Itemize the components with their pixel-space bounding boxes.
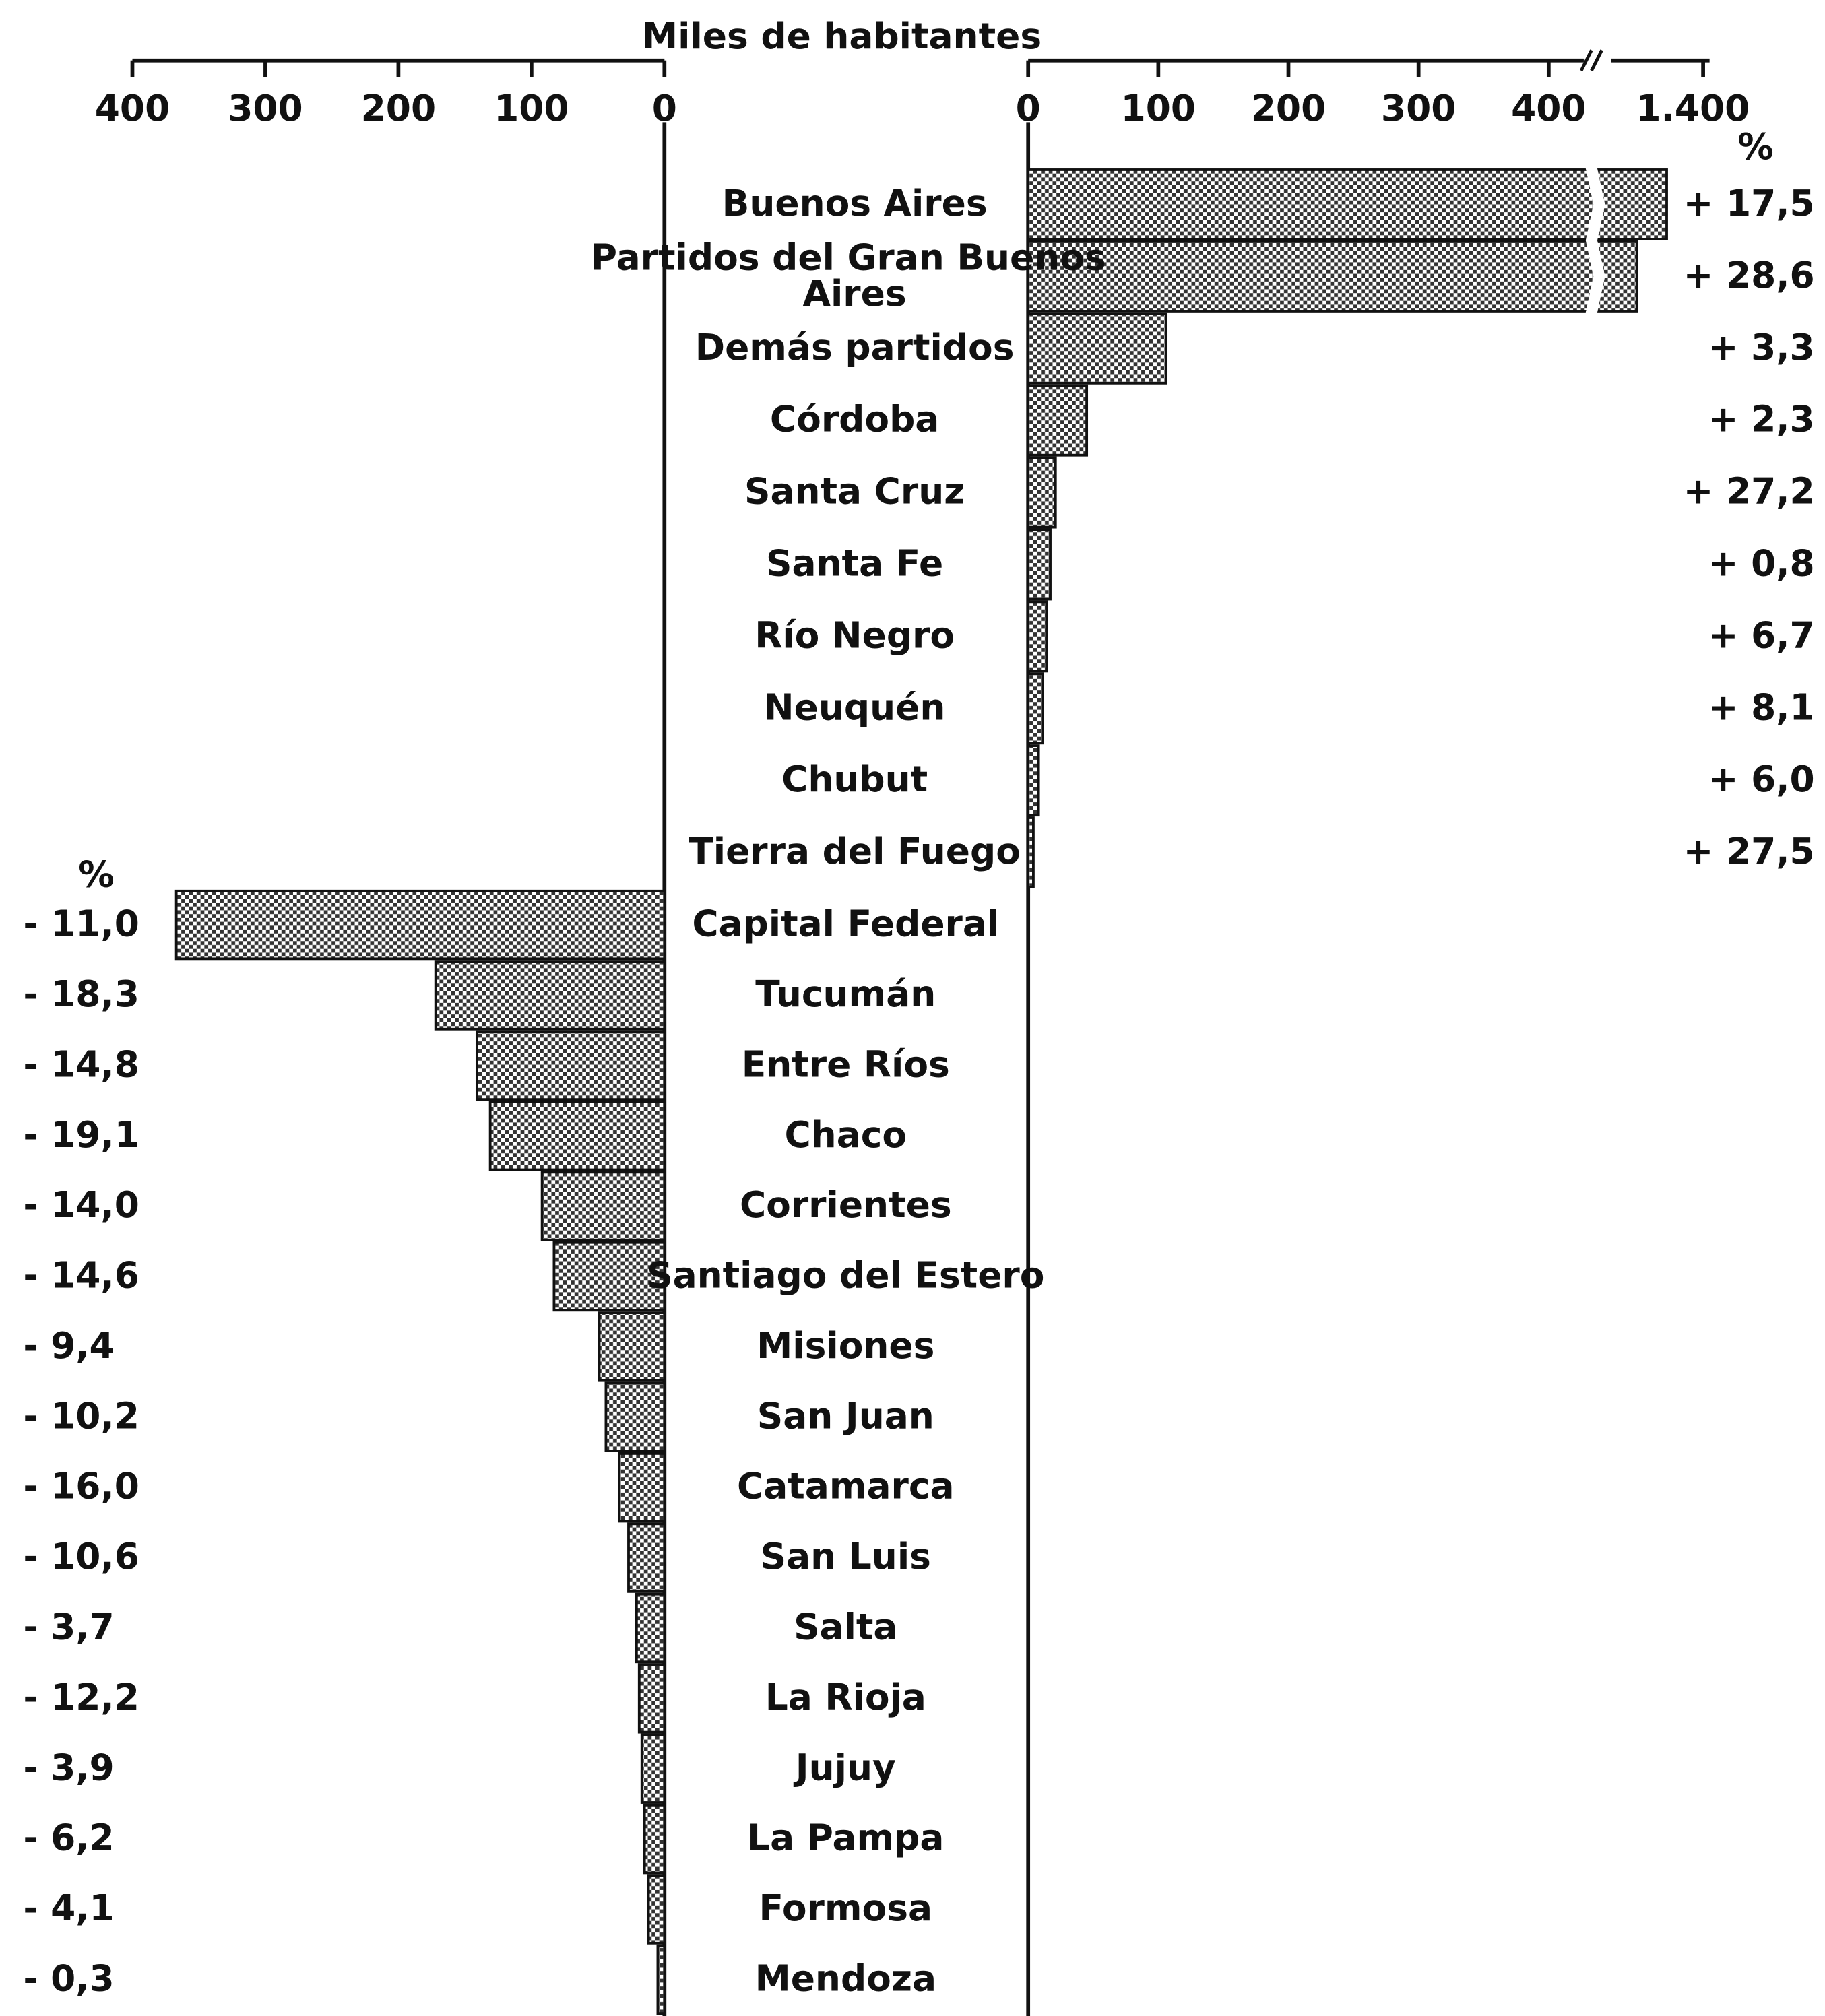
category-label: Río Negro: [755, 614, 955, 656]
category-label: Mendoza: [755, 1957, 936, 1999]
percent-label: - 3,9: [23, 1746, 114, 1788]
category-label: Santa Fe: [766, 542, 943, 585]
percent-label: + 17,5: [1684, 182, 1815, 224]
bar: [1027, 240, 1638, 313]
bar: [174, 889, 666, 961]
bar: [1027, 600, 1048, 673]
percent-label: - 10,6: [23, 1535, 139, 1578]
category-label: Demás partidos: [695, 326, 1015, 368]
category-label: Buenos Aires: [722, 182, 988, 224]
percent-label: + 0,8: [1708, 542, 1815, 585]
category-label: San Juan: [757, 1394, 934, 1437]
percent-label: - 14,6: [23, 1254, 139, 1297]
percent-label: - 16,0: [23, 1465, 139, 1507]
category-label: Tucumán: [755, 973, 936, 1015]
category-label: Capital Federal: [692, 903, 999, 945]
axis-break: [1579, 49, 1603, 72]
bar: [1027, 384, 1089, 457]
percent-label: + 6,7: [1708, 614, 1815, 656]
bar: [604, 1381, 666, 1452]
x-tick-label: 100: [494, 87, 569, 129]
percent-label: - 11,0: [23, 903, 139, 945]
bar: [552, 1241, 666, 1312]
percent-label: - 18,3: [23, 973, 139, 1015]
bar: [643, 1803, 666, 1875]
bar: [637, 1663, 666, 1734]
percent-label: - 6,2: [23, 1817, 114, 1859]
category-label: Partidos del Gran Buenos Aires: [591, 236, 1118, 314]
bar: [1027, 456, 1057, 529]
bar: [1027, 168, 1668, 240]
x-tick-label: 400: [95, 87, 170, 129]
percent-header: %: [1737, 125, 1774, 168]
bar: [540, 1171, 666, 1241]
percent-label: + 27,2: [1684, 470, 1815, 513]
bar: [640, 1733, 666, 1804]
bar: [1027, 744, 1040, 817]
bar: [656, 1944, 666, 2015]
bar: [1027, 816, 1035, 888]
category-label: Córdoba: [770, 398, 939, 441]
x-tick-label: 300: [228, 87, 302, 129]
category-label: Neuquén: [764, 686, 945, 728]
bar: [647, 1874, 666, 1945]
category-label: Entre Ríos: [742, 1043, 950, 1085]
category-label: La Pampa: [747, 1817, 944, 1859]
category-label: Misiones: [757, 1324, 934, 1367]
axis-title: Miles de habitantes: [642, 15, 1042, 57]
bar: [598, 1311, 666, 1382]
percent-label: + 3,3: [1708, 326, 1815, 368]
bar: [635, 1592, 666, 1664]
percent-label: + 27,5: [1684, 830, 1815, 872]
bar: [488, 1101, 666, 1171]
percent-label: - 14,8: [23, 1043, 139, 1085]
percent-label: - 14,0: [23, 1183, 139, 1226]
percent-label: - 4,1: [23, 1887, 114, 1929]
category-label: Chaco: [784, 1113, 907, 1156]
category-label: Formosa: [759, 1887, 933, 1929]
category-label: Jujuy: [794, 1746, 896, 1788]
percent-label: + 2,3: [1708, 398, 1815, 441]
x-tick-label: 400: [1511, 87, 1586, 129]
bar: [475, 1030, 666, 1101]
bar-break: [1585, 239, 1605, 313]
percent-label: + 6,0: [1708, 758, 1815, 800]
percent-label: - 3,7: [23, 1605, 114, 1648]
x-tick-label: 200: [1251, 87, 1326, 129]
category-label: Santiago del Estero: [647, 1254, 1044, 1297]
bar: [1027, 528, 1052, 601]
bar: [627, 1522, 666, 1593]
percent-label: - 0,3: [23, 1957, 114, 1999]
category-label: Tierra del Fuego: [689, 830, 1021, 872]
category-label: Catamarca: [737, 1465, 955, 1507]
x-tick-label: 300: [1381, 87, 1456, 129]
percent-label: + 8,1: [1708, 686, 1815, 728]
bar: [434, 960, 666, 1031]
x-tick-label: 200: [361, 87, 436, 129]
category-label: Santa Cruz: [744, 470, 965, 513]
bar: [1027, 312, 1167, 385]
category-label: La Rioja: [765, 1676, 926, 1718]
category-label: Corrientes: [740, 1183, 952, 1226]
category-label: Chubut: [781, 758, 928, 800]
category-label: Salta: [794, 1605, 897, 1648]
category-label: San Luis: [761, 1535, 931, 1578]
bar: [1027, 672, 1044, 745]
percent-label: - 10,2: [23, 1394, 139, 1437]
x-tick-label: 0: [652, 87, 677, 129]
percent-label: - 19,1: [23, 1113, 139, 1156]
x-tick-label: 0: [1016, 87, 1041, 129]
x-tick-label: 100: [1121, 87, 1196, 129]
percent-label: - 9,4: [23, 1324, 114, 1367]
percent-label: - 12,2: [23, 1676, 139, 1718]
percent-header: %: [78, 853, 115, 895]
x-tick-label: 1.400: [1636, 87, 1750, 129]
bar: [618, 1452, 666, 1523]
percent-label: + 28,6: [1684, 254, 1815, 296]
